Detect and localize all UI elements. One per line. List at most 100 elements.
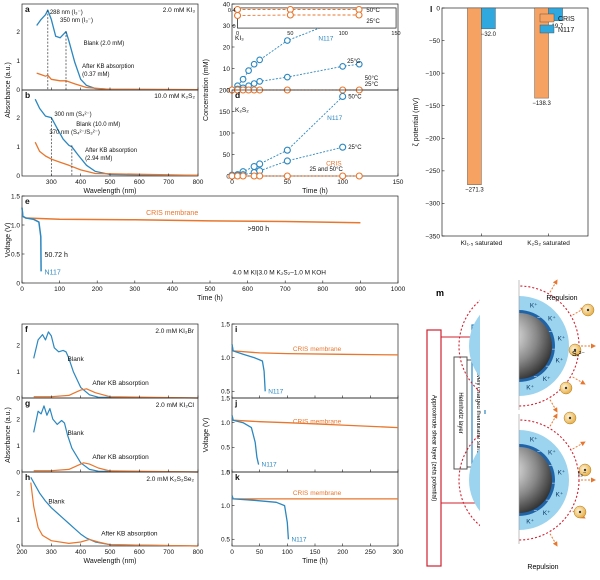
anion-core [568, 416, 572, 420]
y-tick-label: 1.0 [11, 222, 20, 229]
k-ion: K⁺ [548, 315, 556, 322]
legend-swatch [539, 24, 555, 34]
panel-j: j 0 0.5 1.0 1.5 CRIS membrane N117 [221, 395, 399, 476]
legend-swatch [539, 13, 555, 23]
annotation: Blank [67, 430, 84, 437]
y-tick-label: 0 [16, 173, 20, 180]
series-line [21, 207, 42, 272]
x-tick-label: 700 [163, 549, 174, 556]
series-label: 50°C [365, 76, 379, 82]
panel-label-a: a [25, 4, 30, 14]
surface-charge: − [549, 463, 553, 469]
series-label: CRIS [326, 160, 342, 167]
series-line [36, 72, 199, 91]
surface-charge: − [533, 374, 537, 380]
x-axis-title: Wavelength (nm) [83, 558, 136, 565]
data-point [355, 60, 363, 68]
panel-label-j: j [234, 398, 237, 408]
repulsion-label-bottom: Repulsion [527, 564, 558, 571]
panel-c-inset: 0 50 100 150 0.4 0 50°C 25°C [228, 5, 401, 37]
panel-a: a 288 nm (I₃⁻) 350 nm (I₃⁻) Blank (2.0 mM) A… [21, 3, 199, 91]
series-line [33, 462, 199, 473]
series-line [30, 477, 199, 547]
membrane-particle-bottom [458, 414, 580, 544]
inset-x-tick: 0 [236, 31, 239, 37]
panel-label-i: i [235, 324, 237, 334]
annotation: >900 h [248, 226, 270, 233]
panel-e: e 0 100 200 300 400 500 600 700 800 900 1000 0 0.5 1.0… [11, 193, 406, 302]
data-point [256, 172, 264, 180]
series-line [30, 482, 199, 547]
legend-label: CRIS [558, 16, 575, 23]
plot-frame [21, 323, 199, 399]
panel-label-l: l [430, 4, 432, 14]
x-axis-title: Time (h) [197, 295, 223, 302]
annotation: After KB absorption [92, 454, 149, 461]
x-tick-label: 600 [134, 549, 145, 556]
data-point [339, 143, 347, 151]
anion-core [578, 510, 582, 514]
y-axis-title: Voltage (V) [5, 223, 12, 258]
y-tick-label: 1.5 [11, 193, 20, 200]
y-axis-title: ζ potential (mV) [413, 98, 420, 147]
y-tick-label: 0.5 [11, 251, 20, 258]
plot-frame [231, 471, 399, 547]
series-label: 25°C [365, 82, 379, 88]
membrane-surface-label: Negatively charged membrane surface [475, 357, 481, 461]
y-tick-label: 1 [16, 517, 20, 524]
plot-frame [441, 7, 589, 237]
helmholtz-label: Helmholtz layer [457, 392, 463, 433]
series-label: K₂S₂ [235, 107, 249, 114]
y-tick-label: 0 [226, 173, 230, 180]
annotation: 50.72 h [45, 252, 68, 259]
y-tick-label: 0 [226, 469, 230, 476]
chart-layer: a 288 nm (I₃⁻) 350 nm (I₃⁻) Blank (2.0 mM) A… [5, 1, 589, 565]
series-line [33, 405, 199, 473]
anion-core [586, 308, 590, 312]
surface-charge: − [546, 498, 550, 504]
y-tick-label: 0.5 [221, 445, 230, 452]
data-label: −271.3 [465, 188, 484, 194]
panel-f: f 0 1 2 2.0 mM KI₂Br Blank After KB absorption [16, 323, 199, 402]
repulsion-arrow [572, 376, 586, 385]
repulsion-arrow [549, 413, 558, 427]
legend-label: N117 [558, 27, 574, 34]
series-label: 50°C [366, 8, 380, 14]
data-point [339, 172, 347, 180]
panel-d: d0 50 100 150050100150200K₂S₂50°CN11725°CCR… [219, 87, 404, 195]
x-tick-label: 150 [310, 549, 321, 556]
x-tick-label: 200 [337, 549, 348, 556]
x-tick-label: 500 [105, 549, 116, 556]
series-label: N117 [327, 115, 342, 122]
panel-label-d: d [235, 90, 240, 100]
panel-i: i 0.5 1.0 1.5 CRIS membrane N117 [221, 321, 399, 399]
i3-anion-label: I₃⁻ [578, 471, 587, 478]
y-tick-label: −300 [425, 201, 440, 208]
annotation: CRIS membrane [293, 346, 342, 353]
chart-title: 2.0 mM KI₃ [163, 7, 196, 14]
repulsion-arrow [572, 441, 586, 450]
y-tick-label: 50 [223, 152, 231, 159]
x-tick-label: 400 [75, 179, 86, 186]
y-tick-label: −150 [425, 103, 440, 110]
y-tick-label: 1.0 [221, 503, 230, 510]
y-tick-label: 0 [16, 395, 20, 402]
series-line [231, 495, 290, 540]
annotation: Blank [67, 356, 84, 363]
y-tick-label: −250 [425, 168, 440, 175]
y-tick-label: −350 [425, 233, 440, 240]
series-label: 25°C [347, 59, 361, 65]
annotation: N117 [291, 536, 306, 543]
y-tick-label: 0 [16, 280, 20, 287]
data-label: −32.0 [481, 32, 497, 38]
chart-title: 2.0 mM KI₂Cl [156, 402, 195, 409]
data-label: −138.3 [532, 101, 551, 107]
y-tick-label: 2 [16, 342, 20, 349]
annotation: CRIS membrane [293, 490, 342, 497]
surface-charge: − [533, 508, 537, 514]
y-tick-label: 2 [16, 416, 20, 423]
x-tick-label: K₂S₂ saturated [527, 240, 570, 247]
plot-frame [231, 397, 399, 473]
